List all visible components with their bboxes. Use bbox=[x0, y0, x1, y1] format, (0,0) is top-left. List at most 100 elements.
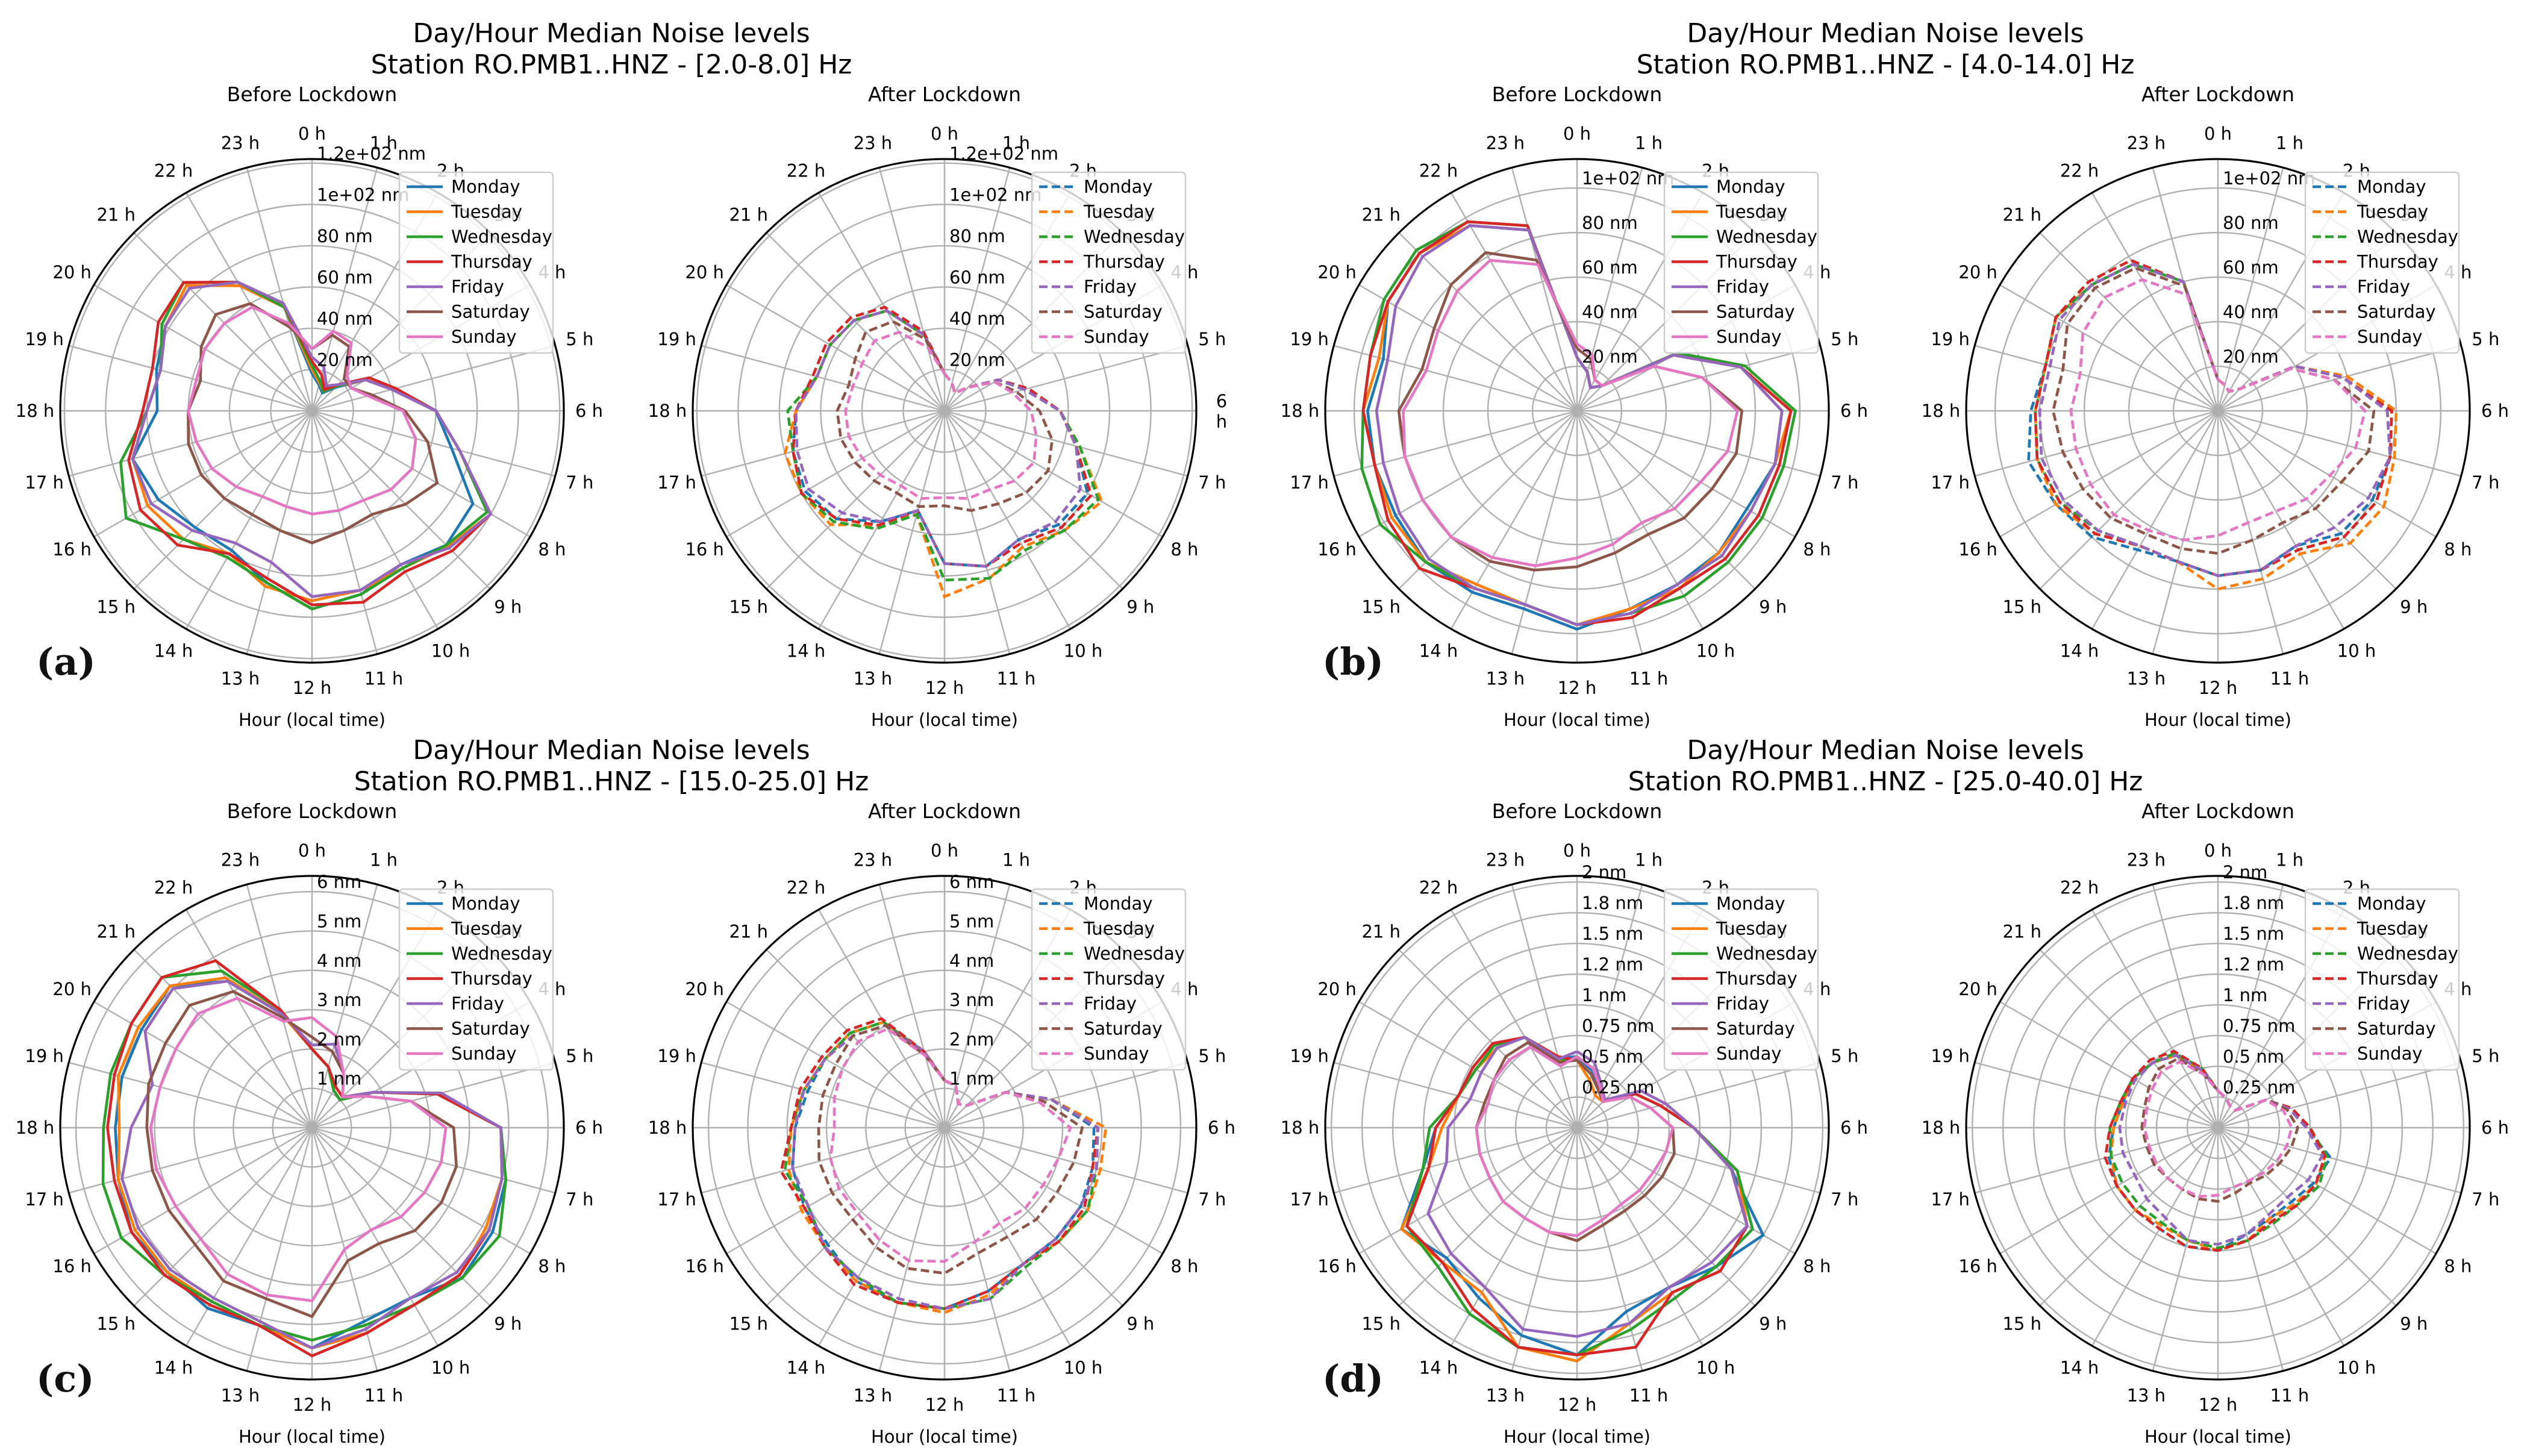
r-tick-label: 1e+02 nm bbox=[2223, 168, 2315, 189]
theta-tick-label: 18 h bbox=[16, 401, 55, 421]
theta-gridline bbox=[1576, 1126, 1821, 1194]
theta-gridline bbox=[311, 884, 378, 1128]
legend-label-thursday: Thursday bbox=[451, 969, 533, 989]
theta-tick-label: 19 h bbox=[25, 329, 64, 349]
theta-gridline bbox=[2039, 410, 2219, 590]
theta-gridline bbox=[2091, 192, 2219, 411]
r-gridline bbox=[272, 1087, 352, 1168]
theta-gridline bbox=[2217, 1126, 2437, 1255]
theta-tick-label: 0 h bbox=[931, 123, 958, 144]
suptitle-d-line2: Station RO.PMB1..HNZ - [25.0-40.0] Hz bbox=[1628, 766, 2143, 797]
series-line-saturday bbox=[1475, 1040, 1676, 1243]
legend-label-monday: Monday bbox=[451, 893, 520, 914]
theta-tick-label: 9 h bbox=[1759, 596, 1787, 617]
theta-tick-label: 19 h bbox=[1931, 329, 1970, 349]
legend-label-friday: Friday bbox=[1716, 277, 1769, 297]
theta-tick-label: 7 h bbox=[2472, 472, 2499, 493]
legend-label-tuesday: Tuesday bbox=[451, 202, 522, 222]
suptitle-b-line2: Station RO.PMB1..HNZ - [4.0-14.0] Hz bbox=[1637, 49, 2135, 80]
theta-tick-label: 15 h bbox=[729, 1313, 768, 1334]
legend-label-sunday: Sunday bbox=[2357, 1043, 2423, 1064]
theta-gridline bbox=[766, 949, 945, 1128]
theta-tick-label: 7 h bbox=[566, 1189, 593, 1210]
theta-gridline bbox=[2039, 1127, 2219, 1307]
theta-tick-label: 12 h bbox=[2199, 1395, 2238, 1415]
legend-label-friday: Friday bbox=[1716, 993, 1769, 1014]
theta-tick-label: 16 h bbox=[685, 539, 724, 560]
theta-tick-label: 9 h bbox=[1759, 1313, 1787, 1334]
theta-gridline bbox=[726, 1126, 945, 1255]
r-tick-label: 0.5 nm bbox=[1582, 1046, 1643, 1067]
theta-gridline bbox=[2217, 1127, 2397, 1307]
legend-label-friday: Friday bbox=[1084, 993, 1137, 1014]
theta-tick-label: 0 h bbox=[298, 840, 326, 861]
theta-tick-label: 16 h bbox=[1317, 539, 1357, 560]
suptitle-a-line1: Day/Hour Median Noise levels bbox=[413, 18, 810, 49]
theta-tick-label: 1 h bbox=[1002, 133, 1030, 154]
r-gridline bbox=[1487, 320, 1667, 501]
theta-gridline bbox=[1999, 284, 2219, 412]
theta-tick-label: 19 h bbox=[1290, 1046, 1329, 1066]
theta-tick-label: 18 h bbox=[1281, 401, 1320, 421]
theta-gridline bbox=[944, 1061, 1188, 1129]
theta-gridline bbox=[1358, 1001, 1578, 1129]
legend-label-tuesday: Tuesday bbox=[1716, 919, 1787, 939]
theta-tick-label: 23 h bbox=[1486, 133, 1525, 154]
theta-tick-label: 13 h bbox=[854, 1385, 893, 1405]
theta-gridline bbox=[2217, 410, 2437, 538]
r-gridline bbox=[1361, 911, 1793, 1344]
theta-tick-label: 6 h bbox=[1208, 1117, 1235, 1138]
theta-tick-label: 13 h bbox=[2127, 668, 2166, 689]
theta-tick-label: 14 h bbox=[154, 1357, 193, 1378]
theta-gridline bbox=[311, 1127, 439, 1346]
r-gridline bbox=[75, 890, 549, 1365]
theta-tick-label: 15 h bbox=[1361, 1313, 1401, 1334]
theta-tick-label: 21 h bbox=[96, 205, 136, 225]
theta-tick-label: 21 h bbox=[1361, 922, 1401, 942]
r-tick-label: 1 nm bbox=[317, 1069, 361, 1089]
polar-chart-c-after: 0 h1 h2 h3 h4 h5 h6 h7 h8 h9 h10 h11 h12… bbox=[648, 799, 1235, 1447]
panel-label-c: (c) bbox=[36, 1357, 94, 1401]
theta-tick-label: 14 h bbox=[1419, 1357, 1458, 1378]
theta-gridline bbox=[2217, 1127, 2284, 1372]
theta-tick-label: 22 h bbox=[1419, 878, 1458, 898]
r-gridline bbox=[902, 369, 987, 453]
r-tick-label: 0.75 nm bbox=[1582, 1016, 1654, 1036]
theta-tick-label: 20 h bbox=[685, 262, 724, 283]
theta-gridline bbox=[766, 232, 945, 411]
legend-label-sunday: Sunday bbox=[451, 327, 517, 347]
theta-tick-label: 22 h bbox=[154, 878, 193, 898]
theta-gridline bbox=[1333, 345, 1578, 412]
theta-tick-label: 15 h bbox=[729, 596, 768, 617]
theta-tick-label: 17 h bbox=[1931, 472, 1970, 493]
theta-gridline bbox=[1450, 410, 1578, 630]
polar-chart-b-after: 0 h1 h2 h3 h4 h5 h6 h7 h8 h9 h10 h11 h12… bbox=[1922, 83, 2509, 730]
theta-tick-label: 9 h bbox=[494, 1313, 522, 1334]
theta-tick-label: 0 h bbox=[1563, 123, 1591, 144]
theta-gridline bbox=[185, 192, 313, 411]
x-axis-label: Hour (local time) bbox=[2144, 710, 2291, 730]
theta-tick-label: 22 h bbox=[2060, 161, 2099, 181]
r-tick-label: 0.75 nm bbox=[2223, 1016, 2295, 1036]
theta-tick-label: 20 h bbox=[52, 262, 92, 283]
r-gridline bbox=[2002, 911, 2434, 1344]
legend-label-thursday: Thursday bbox=[1716, 252, 1797, 272]
r-gridline bbox=[1484, 1034, 1670, 1221]
legend-label-friday: Friday bbox=[451, 993, 504, 1014]
x-axis-label: Hour (local time) bbox=[1504, 1426, 1651, 1447]
theta-tick-label: 18 h bbox=[648, 401, 687, 421]
theta-tick-label: 17 h bbox=[1290, 472, 1329, 493]
theta-gridline bbox=[1576, 1127, 1704, 1346]
r-tick-label: 1.2 nm bbox=[2223, 954, 2284, 975]
legend-label-saturday: Saturday bbox=[451, 302, 530, 322]
theta-tick-label: 9 h bbox=[2400, 596, 2428, 617]
legend bbox=[1663, 171, 1819, 354]
theta-gridline bbox=[2152, 884, 2219, 1128]
theta-gridline bbox=[246, 1127, 313, 1372]
theta-gridline bbox=[2039, 232, 2219, 411]
x-axis-label: Hour (local time) bbox=[871, 1426, 1018, 1447]
theta-tick-label: 12 h bbox=[1558, 678, 1597, 698]
theta-tick-label: 1 h bbox=[1002, 850, 1030, 870]
r-gridline bbox=[63, 162, 561, 660]
